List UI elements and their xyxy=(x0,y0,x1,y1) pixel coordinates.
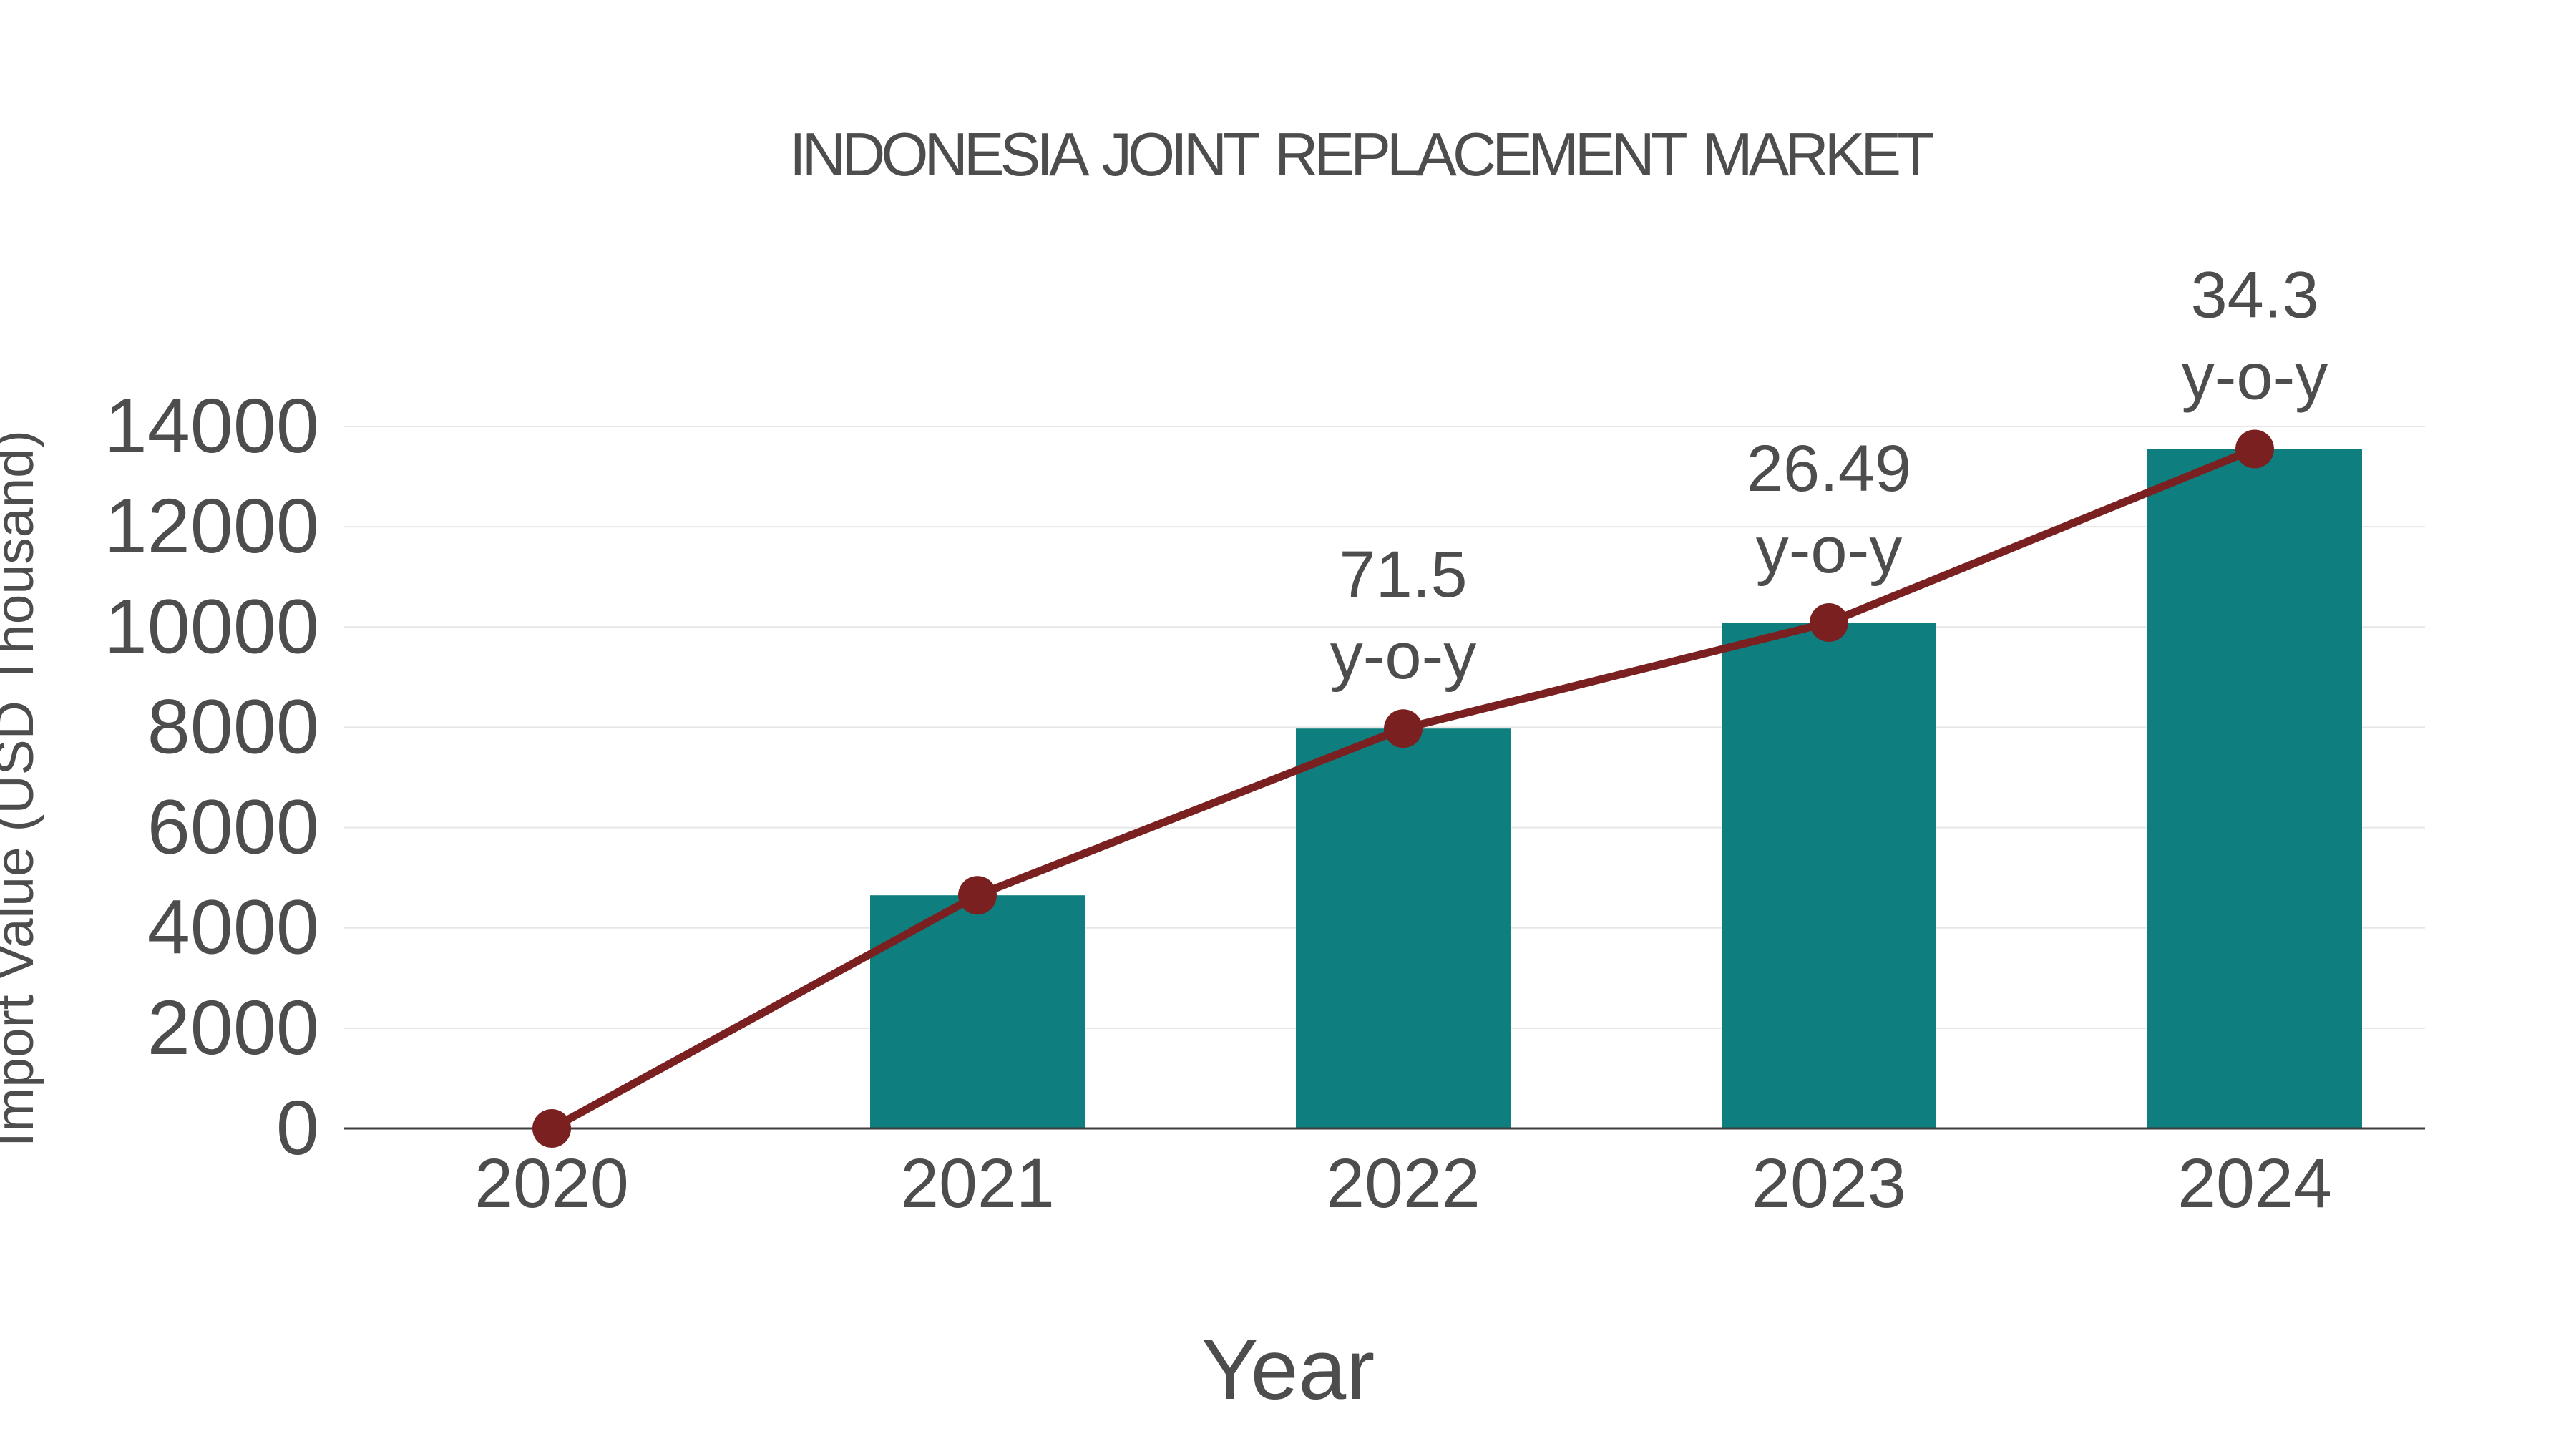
svg-text:2022: 2022 xyxy=(1326,1144,1480,1222)
svg-text:12000: 12000 xyxy=(104,482,319,569)
svg-text:0: 0 xyxy=(276,1084,319,1171)
svg-text:2020: 2020 xyxy=(474,1144,629,1222)
svg-text:2024: 2024 xyxy=(2177,1144,2332,1222)
svg-text:y-o-y: y-o-y xyxy=(2182,341,2328,414)
svg-text:2021: 2021 xyxy=(900,1144,1055,1222)
svg-text:10000: 10000 xyxy=(104,582,319,669)
svg-text:2000: 2000 xyxy=(147,984,319,1070)
svg-text:4000: 4000 xyxy=(147,884,319,970)
svg-text:y-o-y: y-o-y xyxy=(1330,620,1476,693)
svg-text:2023: 2023 xyxy=(1752,1144,1906,1222)
svg-text:6000: 6000 xyxy=(147,784,319,870)
svg-text:14000: 14000 xyxy=(104,382,319,469)
svg-text:y-o-y: y-o-y xyxy=(1756,514,1902,587)
svg-text:34.3: 34.3 xyxy=(2190,259,2318,332)
svg-text:8000: 8000 xyxy=(147,683,319,769)
svg-text:26.49: 26.49 xyxy=(1747,432,1911,505)
svg-text:71.5: 71.5 xyxy=(1339,538,1467,611)
